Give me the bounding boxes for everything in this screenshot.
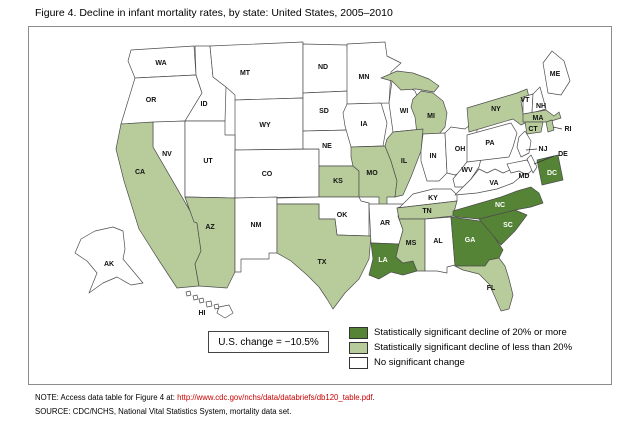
state-DE xyxy=(526,154,538,174)
state-label-AL: AL xyxy=(433,238,443,245)
state-label-IL: IL xyxy=(401,158,408,165)
state-HI xyxy=(185,290,234,319)
state-label-UT: UT xyxy=(203,158,213,165)
legend-row-ge20: Statistically significant decline of 20%… xyxy=(349,325,572,340)
leader-line-ri xyxy=(552,126,563,130)
state-label-NV: NV xyxy=(162,151,172,158)
us-choropleth-map: WA OR ID MT WY NV UT CA CO AZ NM ND SD NE KS OK TX MN IA MO… xyxy=(74,41,572,319)
source-line: SOURCE: CDC/NCHS, National Vital Statist… xyxy=(35,407,292,416)
state-label-SD: SD xyxy=(319,108,329,115)
state-label-GA: GA xyxy=(465,237,476,244)
state-CT xyxy=(524,121,544,135)
note-prefix: NOTE: Access data table for Figure 4 at: xyxy=(35,393,178,402)
state-label-MA: MA xyxy=(533,115,544,122)
state-label-MN: MN xyxy=(359,74,370,81)
state-label-NC: NC xyxy=(495,202,505,209)
state-label-IA: IA xyxy=(361,121,368,128)
state-NM xyxy=(234,196,278,273)
legend-label-lt20: Statistically significant decline of les… xyxy=(374,342,573,353)
state-TX xyxy=(276,203,372,310)
state-FL xyxy=(454,257,514,312)
state-label-KY: KY xyxy=(428,195,438,202)
legend-label-ge20: Statistically significant decline of 20%… xyxy=(374,327,567,338)
us-change-box: U.S. change = −10.5% xyxy=(208,331,329,353)
state-label-TX: TX xyxy=(318,259,327,266)
state-label-CO: CO xyxy=(262,171,273,178)
state-PA xyxy=(466,122,518,163)
state-label-ME: ME xyxy=(550,71,561,78)
state-label-DC: DC xyxy=(547,170,557,177)
state-ME xyxy=(542,50,571,96)
figure-title: Figure 4. Decline in infant mortality ra… xyxy=(35,7,393,19)
state-label-WA: WA xyxy=(155,60,166,67)
state-NC xyxy=(452,186,544,220)
state-AK xyxy=(74,226,144,294)
state-label-DE: DE xyxy=(558,151,568,158)
leader-line-de xyxy=(533,155,555,165)
state-label-KS: KS xyxy=(333,178,343,185)
state-label-NY: NY xyxy=(491,106,501,113)
state-CO xyxy=(234,148,320,199)
state-label-CA: CA xyxy=(135,169,145,176)
leader-line-nj xyxy=(525,148,538,151)
legend-swatch-light-green xyxy=(349,341,368,354)
state-label-OR: OR xyxy=(146,97,157,104)
state-label-VT: VT xyxy=(521,97,531,104)
state-MD xyxy=(506,159,534,176)
state-label-SC: SC xyxy=(503,222,513,229)
legend-label-none: No significant change xyxy=(374,357,465,368)
leader-lines xyxy=(525,126,563,165)
state-label-NE: NE xyxy=(322,143,332,150)
states-group xyxy=(74,41,571,319)
state-label-NM: NM xyxy=(251,222,262,229)
state-label-IN: IN xyxy=(430,153,437,160)
state-MI-upper xyxy=(380,70,440,93)
state-label-TN: TN xyxy=(422,208,431,215)
map-frame: WA OR ID MT WY NV UT CA CO AZ NM ND SD NE KS OK TX MN IA MO… xyxy=(28,26,612,385)
state-label-ND: ND xyxy=(318,64,328,71)
state-label-VA: VA xyxy=(489,180,498,187)
state-label-AZ: AZ xyxy=(205,224,215,231)
state-DC-callout xyxy=(536,154,564,186)
state-label-MT: MT xyxy=(240,70,251,77)
state-label-MS: MS xyxy=(406,240,417,247)
state-label-OH: OH xyxy=(455,146,466,153)
state-label-MI: MI xyxy=(427,113,435,120)
state-label-WI: WI xyxy=(400,108,409,115)
state-label-ID: ID xyxy=(201,101,208,108)
note-suffix: . xyxy=(372,393,375,402)
map-legend: Statistically significant decline of 20%… xyxy=(349,325,572,370)
state-label-HI: HI xyxy=(199,310,206,317)
state-label-WY: WY xyxy=(259,122,271,129)
state-label-RI: RI xyxy=(565,126,572,133)
state-label-PA: PA xyxy=(485,140,494,147)
state-label-WV: WV xyxy=(461,167,473,174)
state-label-AK: AK xyxy=(104,261,114,268)
us-change-label: U.S. change = −10.5% xyxy=(218,336,319,348)
state-label-FL: FL xyxy=(487,285,496,292)
state-label-AR: AR xyxy=(380,220,390,227)
legend-row-none: No significant change xyxy=(349,355,572,370)
state-label-NH: NH xyxy=(536,103,546,110)
state-label-NJ: NJ xyxy=(539,146,548,153)
state-label-MD: MD xyxy=(519,173,530,180)
legend-row-lt20: Statistically significant decline of les… xyxy=(349,340,572,355)
state-label-CT: CT xyxy=(528,126,538,133)
state-labels-group: WA OR ID MT WY NV UT CA CO AZ NM ND SD NE KS OK TX MN IA MO… xyxy=(104,60,572,317)
state-label-MO: MO xyxy=(366,170,378,177)
state-label-LA: LA xyxy=(378,257,387,264)
note-line: NOTE: Access data table for Figure 4 at:… xyxy=(35,393,375,402)
state-NJ xyxy=(516,130,532,158)
legend-swatch-white xyxy=(349,356,368,369)
state-MI xyxy=(410,90,448,135)
state-label-OK: OK xyxy=(337,212,348,219)
legend-swatch-dark-green xyxy=(349,326,368,339)
state-RI xyxy=(545,119,555,133)
note-link[interactable]: http://www.cdc.gov/nchs/data/databriefs/… xyxy=(177,393,373,402)
state-AL xyxy=(424,216,456,274)
state-NH xyxy=(531,86,547,114)
